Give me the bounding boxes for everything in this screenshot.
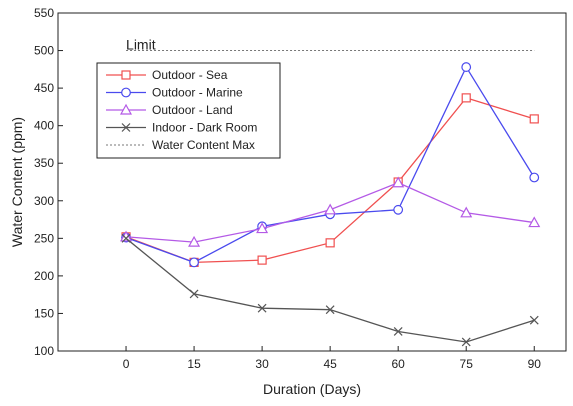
legend-label: Outdoor - Land: [152, 103, 233, 117]
data-point: [529, 315, 539, 325]
x-tick-label: 90: [528, 357, 542, 371]
legend-marker: [121, 87, 131, 98]
data-point: [528, 216, 541, 228]
x-tick-label: 30: [255, 357, 269, 371]
data-point: [461, 337, 471, 347]
data-point: [325, 238, 335, 248]
data-point: [529, 114, 539, 124]
x-tick-label: 0: [123, 357, 130, 371]
y-tick-label: 450: [34, 81, 54, 95]
legend-item: Outdoor - Land: [106, 103, 233, 117]
data-point: [461, 93, 471, 103]
x-axis-title: Duration (Days): [263, 381, 361, 397]
data-point: [324, 203, 337, 215]
x-tick-label: 45: [323, 357, 337, 371]
legend-marker: [121, 70, 131, 80]
data-point: [257, 255, 267, 265]
plot-frame: [57, 12, 567, 352]
legend-item: Outdoor - Marine: [106, 86, 243, 100]
y-tick-label: 100: [34, 344, 54, 358]
x-tick-label: 75: [460, 357, 474, 371]
data-point: [121, 233, 131, 243]
data-point: [393, 204, 404, 215]
data-point: [189, 257, 199, 268]
data-point: [189, 289, 199, 299]
y-tick-label: 250: [34, 231, 54, 245]
x-tick-label: 60: [391, 357, 405, 371]
legend-item: Indoor - Dark Room: [106, 121, 257, 135]
data-point: [529, 172, 540, 183]
data-point: [257, 303, 267, 313]
legend-label: Outdoor - Sea: [152, 68, 228, 82]
legend-label: Water Content Max: [152, 138, 255, 152]
data-point: [461, 62, 472, 72]
data-point: [256, 222, 269, 234]
y-tick-label: 300: [34, 194, 54, 208]
y-tick-label: 150: [34, 306, 54, 320]
y-tick-label: 500: [34, 44, 54, 58]
legend-item: Water Content Max: [106, 138, 255, 152]
legend-label: Outdoor - Marine: [152, 86, 243, 100]
data-point: [393, 327, 403, 336]
axes: 0 15 30 45 60 75 90 100 150 200 250 300 350 400 450 500…: [34, 6, 541, 371]
series-3: [121, 233, 539, 347]
legend-marker: [119, 103, 133, 115]
y-tick-label: 550: [34, 6, 54, 20]
data-point: [188, 235, 201, 247]
y-tick-label: 400: [34, 119, 54, 133]
limit-annotation: Limit: [126, 37, 156, 53]
y-axis-title: Water Content (ppm): [9, 117, 25, 247]
legend: Outdoor - Sea Outdoor - Marine Outdoor - L…: [96, 62, 281, 159]
series-2: [120, 176, 541, 247]
series-layer: [120, 62, 541, 347]
series-line: [125, 237, 535, 343]
data-point: [325, 305, 335, 315]
y-tick-label: 350: [34, 156, 54, 170]
y-tick-label: 200: [34, 269, 54, 283]
legend-label: Indoor - Dark Room: [152, 121, 257, 135]
annotation-layer: Limit: [126, 37, 156, 53]
data-point: [392, 176, 405, 188]
x-tick-label: 15: [187, 357, 201, 371]
legend-item: Outdoor - Sea: [106, 68, 228, 82]
data-point: [460, 206, 473, 218]
legend-marker: [121, 123, 131, 132]
